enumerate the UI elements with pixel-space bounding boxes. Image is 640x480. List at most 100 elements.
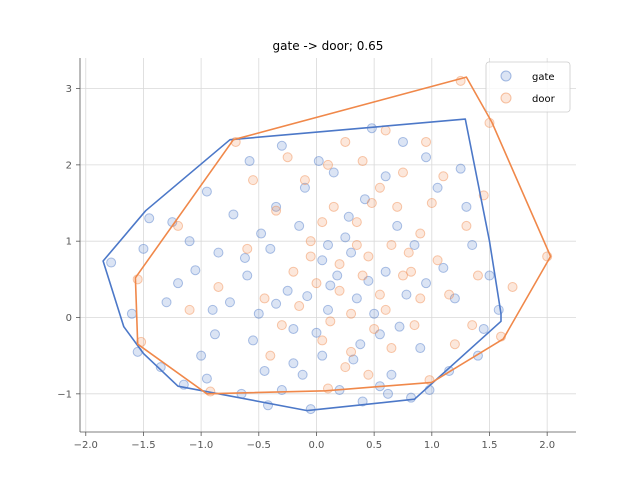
gate-point [382,388,393,399]
gate-point [461,201,472,212]
door-point [271,205,282,216]
gate-point [253,308,264,319]
gate-point [374,329,385,340]
data-points [106,75,553,415]
door-point [426,198,437,209]
door-hull [134,76,552,395]
door-point [397,167,408,178]
gate-point [484,270,495,281]
gate-point [325,280,336,291]
gate-point [288,358,299,369]
door-point [444,289,455,300]
door-point [366,198,377,209]
gate-point [271,201,282,212]
gate-point [406,392,417,403]
gate-point [323,240,333,250]
gate-point [455,163,466,174]
gate-point [317,350,328,361]
gate-point [432,182,443,193]
door-point [380,125,391,136]
gate-point [302,291,313,302]
gate-point [392,220,403,231]
gate-point [201,373,212,384]
door-point [397,270,408,281]
x-tick-label: 1.5 [482,440,498,451]
x-tick-label: −0.5 [247,440,271,451]
door-point [380,304,391,315]
door-point [340,136,351,147]
gate-point [369,308,380,319]
gate-point [209,329,220,340]
door-point [184,304,195,315]
door-point [334,259,345,270]
x-axis-ticks: −2.0 −1.5 −1.0 −0.5 0.0 0.5 1.0 1.5 2.0 [74,432,555,451]
door-point [334,285,345,296]
gate-point [276,140,287,151]
door-point [421,136,432,147]
gate-point [380,171,391,182]
gate-point [313,156,324,167]
gate-point [478,323,489,334]
gate-point [207,304,218,315]
door-point [213,281,224,292]
gate-point [297,369,308,380]
chart-title: gate -> door; 0.65 [273,39,384,53]
door-point [305,236,316,247]
gate-point [311,327,322,338]
x-tick-label: −2.0 [74,440,98,451]
door-point [363,369,374,380]
gate-point [106,257,117,268]
convex-hulls [102,76,552,412]
gate-point [493,304,504,315]
gate-point [248,335,259,346]
door-point [311,278,322,289]
door-point [351,217,362,228]
door-point [409,320,420,331]
legend-label-gate: gate [532,72,555,83]
gate-point [359,194,370,205]
gate-point [144,213,155,224]
gate-point [424,385,435,396]
gate-point [161,297,172,308]
door-point [323,159,333,170]
x-tick-label: 0.0 [309,440,325,451]
series-gate-points [106,123,504,415]
y-axis-ticks: −1 0 1 2 3 [57,84,80,400]
door-point [346,346,357,357]
gate-point [340,232,351,243]
gate-point [126,308,137,319]
door-point [386,343,397,354]
door-point [386,240,397,250]
gate-point [363,275,374,286]
door-point [432,255,443,266]
door-point [467,320,478,331]
door-point [132,274,143,285]
door-point [317,335,328,346]
gate-point [259,365,270,376]
gate-point [449,293,460,304]
door-point [328,201,339,212]
door-point [363,251,374,262]
gate-point [173,278,184,289]
door-point [403,247,414,258]
door-point [406,266,417,277]
door-point [472,270,483,281]
door-point [415,293,426,304]
door-point [276,320,287,331]
gate-point [184,236,195,247]
gate-point [394,321,405,332]
door-point [415,228,426,239]
door-point [351,240,362,250]
gate-point [276,385,287,396]
gate-point [242,270,253,281]
x-tick-label: −1.0 [189,440,213,451]
gate-point [343,211,354,222]
gate-point [271,298,282,309]
door-point [173,220,184,231]
y-tick-label: 2 [66,160,72,171]
door-point [392,201,403,212]
door-point [242,243,253,254]
door-point [449,339,460,350]
legend-marker-door [500,92,512,104]
